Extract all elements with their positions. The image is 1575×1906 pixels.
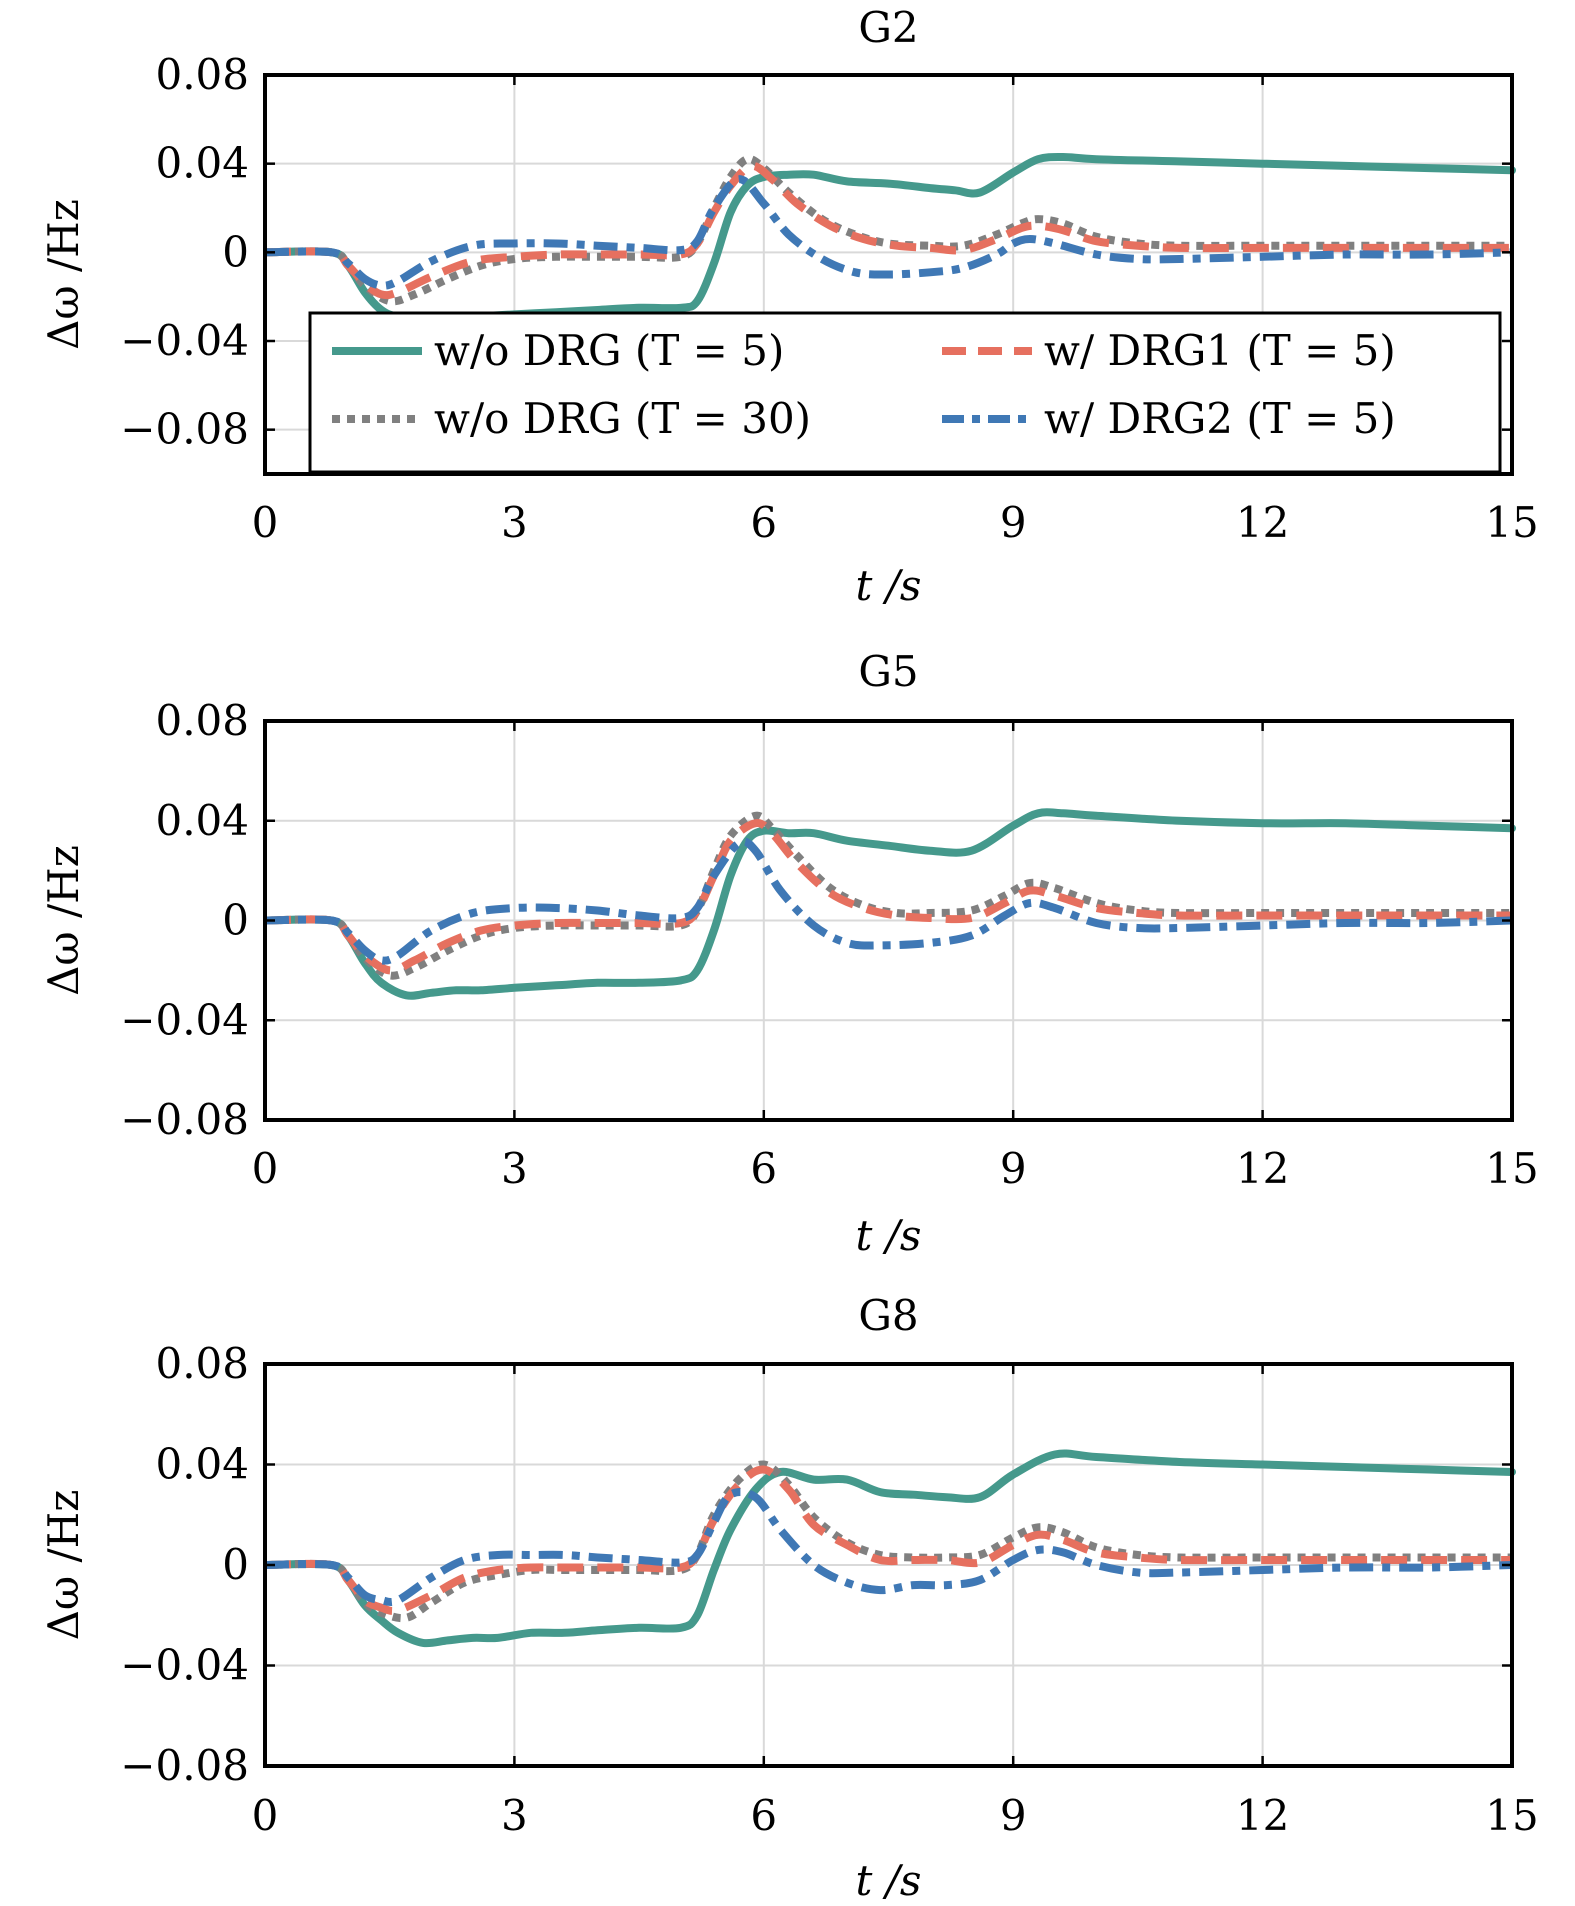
legend-label: w/o DRG (T = 30) [434,394,811,443]
series-line-dashdot [265,837,1513,965]
series-line-dashed [265,819,1512,975]
x-tick-label: 6 [750,1144,777,1193]
y-tick-label: −0.08 [120,1741,249,1790]
y-tick-label: 0.04 [155,796,249,845]
series-line-solid [265,1449,1516,1648]
legend-label: w/ DRG1 (T = 5) [1044,326,1396,375]
x-tick-label: 6 [750,1791,777,1840]
x-tick-label: 3 [501,498,528,547]
x-tick-label: 3 [501,1144,528,1193]
series-line-dashdot [265,175,1513,290]
x-tick-label: 0 [252,498,279,547]
series-line-dashed [265,161,1512,300]
legend-box [308,311,1502,474]
x-tick-label: 9 [1000,1144,1027,1193]
x-tick-label: 12 [1236,1791,1289,1840]
chart-title: G8 [858,1291,918,1340]
x-tick-label: 9 [1000,1791,1027,1840]
y-tick-label: 0.04 [155,139,249,188]
subplot-g2: G2 0 3 6 9 12 15 0.08 0.04 0 −0.04 −0.08 t /s Δω /Hz w… [39,3,1539,610]
x-tick-label: 15 [1485,1791,1538,1840]
y-tick-label: 0.08 [155,696,249,745]
plot-frame [263,73,1514,476]
series-line-dotted [265,811,1512,980]
y-tick-label: 0 [222,227,249,276]
chart-title: G5 [858,647,918,696]
legend-label: w/ DRG2 (T = 5) [1044,394,1396,443]
y-tick-label: 0 [222,1540,249,1589]
x-tick-label: 12 [1236,1144,1289,1193]
legend-label: w/o DRG (T = 5) [434,326,784,375]
y-tick-label: −0.08 [120,405,249,454]
subplot-g5: G5 0 3 6 9 12 15 0.08 0.04 0 −0.04 −0.08 t /s Δω /Hz [39,647,1539,1260]
y-tick-label: 0.08 [155,50,249,99]
series-line-dashdot [265,1488,1513,1607]
legend: w/o DRG (T = 5) w/ DRG1 (T = 5) w/o DRG (T… [308,311,1502,474]
x-tick-label: 6 [750,498,777,547]
x-tick-label: 15 [1485,1144,1538,1193]
x-tick-label: 0 [252,1144,279,1193]
y-axis-label: Δω /Hz [39,199,88,350]
series-line-solid [265,152,1516,323]
y-tick-label: −0.04 [120,316,249,365]
y-tick-label: 0 [222,896,249,945]
y-axis-label: Δω /Hz [39,1490,88,1641]
series-line-dotted [265,1460,1512,1623]
y-tick-label: −0.04 [120,1641,249,1690]
x-tick-label: 15 [1485,498,1538,547]
y-tick-label: 0.08 [155,1339,249,1388]
x-tick-label: 12 [1236,498,1289,547]
y-tick-label: 0.04 [155,1440,249,1489]
y-axis-label: Δω /Hz [39,845,88,996]
subplot-g8: G8 0 3 6 9 12 15 0.08 0.04 0 −0.04 −0.08 t /s Δω /Hz [39,1291,1539,1905]
x-axis-label: t /s [856,1856,922,1905]
series-line-dashed [265,1465,1512,1615]
chart-title: G2 [858,3,918,52]
y-tick-label: −0.08 [120,1095,249,1144]
x-axis-label: t /s [856,1211,922,1260]
y-tick-label: −0.04 [120,995,249,1044]
x-tick-label: 0 [252,1791,279,1840]
x-axis-label: t /s [856,561,922,610]
x-tick-label: 9 [1000,498,1027,547]
x-tick-label: 3 [501,1791,528,1840]
series-line-solid [265,808,1516,1000]
